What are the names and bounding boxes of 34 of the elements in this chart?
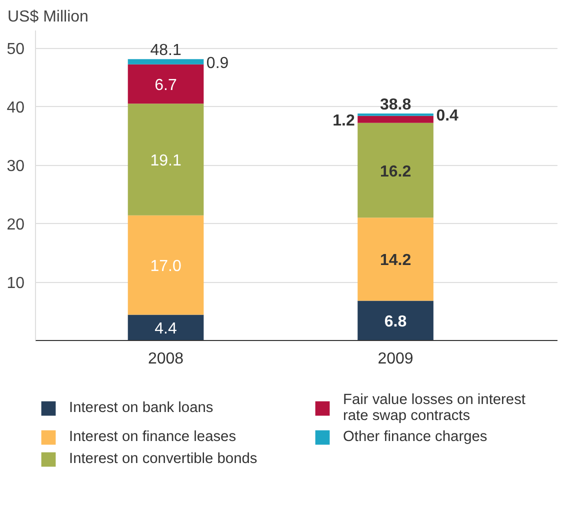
y-tick-label: 20: [6, 216, 25, 234]
bar: [128, 104, 204, 216]
data-label: 6.8: [384, 314, 407, 331]
y-tick-label: 40: [6, 100, 25, 117]
data-label: 17.0: [150, 258, 182, 276]
y-tick-label: 30: [6, 158, 25, 176]
legend-label: Fair value losses on interest rate swap contracts: [343, 392, 526, 424]
bar: [358, 116, 434, 123]
data-label: 19.1: [150, 152, 182, 170]
data-label: 1.2: [332, 112, 355, 130]
bar: [128, 64, 204, 104]
legend-label: Interest on convertible bonds: [69, 451, 258, 467]
data-label: 0.9: [206, 54, 229, 72]
y-axis-title: US$ Million: [8, 8, 88, 26]
total-label: 38.8: [380, 96, 412, 114]
x-tick-label: 2009: [378, 350, 414, 368]
y-tick-label: 50: [6, 41, 25, 58]
bar: [128, 59, 204, 64]
bar: [358, 300, 434, 340]
y-tick-label: 10: [6, 275, 25, 292]
bar: [358, 218, 434, 301]
legend-label: Other finance charges: [343, 429, 488, 445]
data-label: 6.7: [154, 77, 177, 94]
data-label: 16.2: [380, 163, 412, 180]
legend-label: Interest on bank loans: [69, 400, 214, 416]
bar: [128, 314, 204, 340]
total-label: 48.1: [150, 42, 182, 60]
bar: [358, 122, 434, 218]
legend-label: Interest on finance leases: [69, 429, 238, 445]
bar: [128, 215, 204, 315]
x-tick-label: 2008: [148, 350, 184, 368]
data-label: 0.4: [436, 108, 459, 125]
data-label: 14.2: [380, 252, 412, 270]
data-label: 4.4: [154, 320, 177, 338]
